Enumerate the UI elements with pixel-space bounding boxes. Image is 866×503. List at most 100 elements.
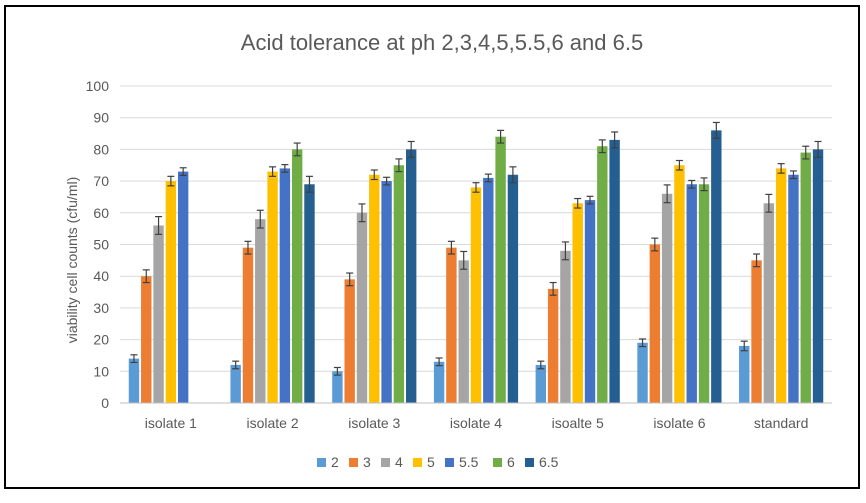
bar-4-3 [458,260,469,403]
y-tick-label: 40 [93,268,109,284]
legend-item-5: 5 [413,454,435,470]
bar-6-4 [597,146,608,404]
bar-3-4 [547,288,559,403]
bar-5-0 [165,181,177,403]
legend-item-6: 6 [493,454,515,470]
bar-5.5-1 [279,168,291,403]
bar-3-1 [242,247,254,403]
legend-swatch [317,458,326,467]
bar-5-1 [267,171,278,403]
error-bar [447,240,455,255]
error-bar [509,166,517,184]
error-bar [269,166,277,177]
bar-6.5-4 [609,139,620,403]
bar-5.5-5 [686,184,697,403]
bar-6.5-1 [304,184,315,403]
legend-item-3: 3 [349,454,371,470]
bar-2-3 [433,361,445,403]
error-bar [142,269,150,284]
bar-6-1 [291,149,303,403]
bar-4-2 [356,212,368,403]
error-bar [256,209,264,229]
legend-swatch [349,458,358,467]
error-bar [753,253,761,268]
error-bar [472,182,480,193]
bar-2-1 [230,364,241,403]
y-tick-label: 20 [93,332,109,348]
legend: 2 3 4 5 5.5 6 6.5 [317,454,559,470]
error-bars [130,121,822,376]
bar-5-3 [470,187,482,403]
error-bar [814,140,822,158]
error-bar [700,177,708,192]
error-bar [305,175,313,193]
bar-5.5-2 [381,181,392,403]
bar-3-5 [649,244,661,403]
legend-label: 5 [427,454,435,470]
error-bar [537,360,545,370]
y-tick-label: 60 [93,205,109,221]
bar-6.5-5 [711,130,722,403]
x-tick-label: standard [754,415,808,431]
error-bar [663,184,671,204]
legend-item-2: 2 [317,454,339,470]
bar-3-3 [446,247,457,403]
bar-5.5-6 [788,174,799,403]
bar-2-2 [332,371,343,403]
bar-5-4 [572,203,583,403]
legend-label: 3 [363,454,371,470]
legend-label: 4 [395,454,403,470]
error-bar [395,158,403,173]
bar-2-0 [128,358,140,403]
error-bar [675,159,683,171]
bar-5.5-0 [177,171,189,403]
bar-4-1 [255,219,266,403]
legend-item-6.5: 6.5 [525,454,559,470]
y-tick-label: 50 [93,237,109,253]
error-bar [765,193,773,213]
error-bar [688,179,696,189]
bar-3-2 [344,279,355,403]
error-bar [740,340,748,352]
error-bar [167,175,175,187]
error-bar [712,121,720,139]
legend-item-4: 4 [381,454,403,470]
bar-2-4 [535,364,547,403]
y-axis-ticks: 0 10 20 30 40 50 60 70 80 90 100 [86,78,110,411]
error-bar [179,167,187,176]
error-bar [598,139,606,154]
bar-3-0 [141,276,152,403]
error-bar [611,131,619,149]
error-bar [130,354,138,364]
y-tick-label: 100 [86,78,110,94]
y-tick-label: 80 [93,141,109,157]
x-tick-label: isolate 1 [145,415,197,431]
bar-4-0 [153,225,164,403]
chart-title: Acid tolerance at ph 2,3,4,5,5.5,6 and 6… [241,30,643,55]
bar-6.5-6 [812,149,824,403]
bar-5-2 [369,174,380,403]
bar-2-5 [637,342,648,403]
x-tick-label: isoalte 5 [552,415,604,431]
error-bar [155,216,163,235]
error-bar [789,170,797,180]
bar-6-5 [698,184,710,403]
legend-swatch [493,458,502,467]
x-axis-ticks: isolate 1 isolate 2 isolate 3 isolate 4 isoa… [145,415,809,431]
bar-5-5 [674,165,685,403]
x-tick-label: isolate 3 [348,415,400,431]
y-tick-label: 0 [101,395,109,411]
error-bar [281,164,289,173]
bar-3-6 [751,260,762,403]
legend-label: 6.5 [539,454,559,470]
bar-6-3 [495,136,506,403]
error-bar [383,176,391,186]
bar-2-6 [739,345,750,403]
y-tick-label: 70 [93,173,109,189]
legend-swatch [413,458,422,467]
legend-item-5.5: 5.5 [445,454,479,470]
bar-6-2 [393,165,405,403]
y-axis-label: viability cell counts (cfu/ml) [64,177,80,344]
error-bar [232,360,240,370]
